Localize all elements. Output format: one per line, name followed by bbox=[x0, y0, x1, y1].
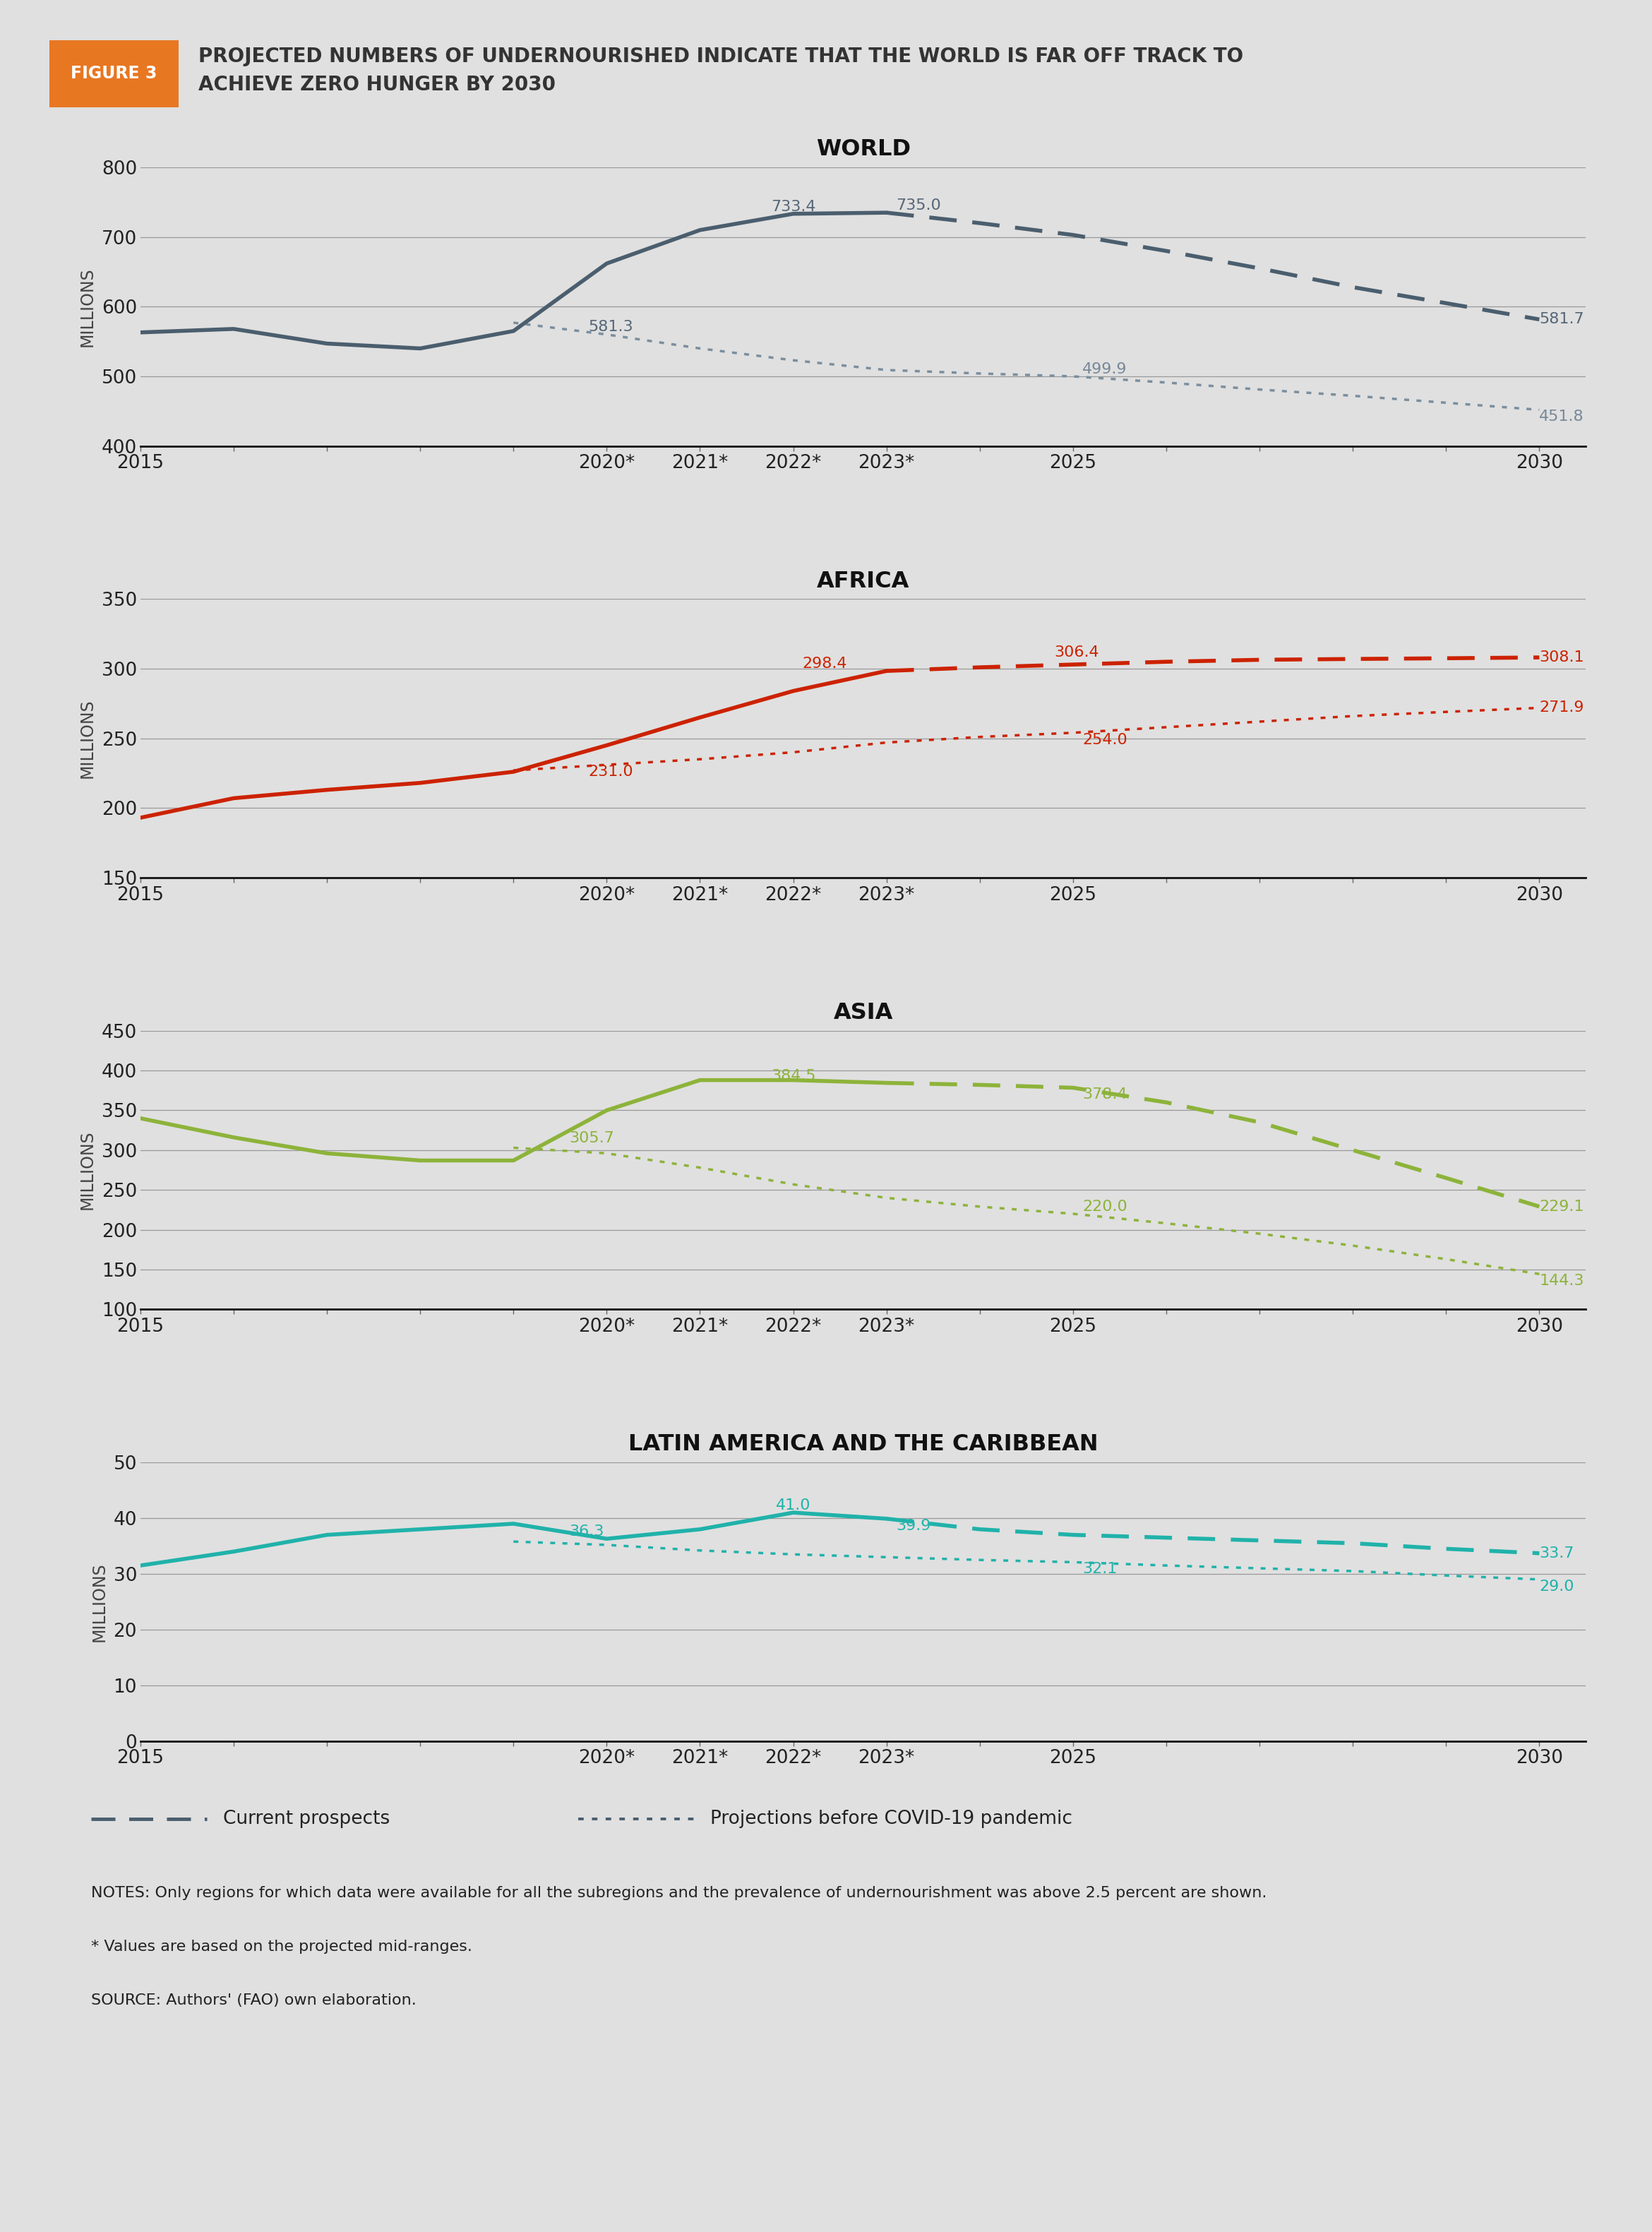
Text: 271.9: 271.9 bbox=[1540, 701, 1584, 714]
Text: FIGURE 3: FIGURE 3 bbox=[71, 65, 157, 83]
Text: 33.7: 33.7 bbox=[1540, 1547, 1574, 1560]
Text: 298.4: 298.4 bbox=[803, 656, 847, 672]
Text: 220.0: 220.0 bbox=[1082, 1199, 1127, 1214]
Text: 254.0: 254.0 bbox=[1082, 732, 1127, 748]
Text: 41.0: 41.0 bbox=[776, 1498, 811, 1513]
Text: Projections before COVID-19 pandemic: Projections before COVID-19 pandemic bbox=[710, 1810, 1072, 1828]
Y-axis label: MILLIONS: MILLIONS bbox=[79, 699, 96, 779]
Text: 581.3: 581.3 bbox=[588, 319, 633, 335]
Text: NOTES: Only regions for which data were available for all the subregions and the: NOTES: Only regions for which data were … bbox=[91, 1886, 1267, 1899]
Title: WORLD: WORLD bbox=[816, 138, 910, 161]
Text: 305.7: 305.7 bbox=[570, 1132, 615, 1145]
Text: PROJECTED NUMBERS OF UNDERNOURISHED INDICATE THAT THE WORLD IS FAR OFF TRACK TO
: PROJECTED NUMBERS OF UNDERNOURISHED INDI… bbox=[198, 47, 1244, 96]
Text: Current prospects: Current prospects bbox=[223, 1810, 390, 1828]
Text: 735.0: 735.0 bbox=[895, 199, 942, 212]
Text: 231.0: 231.0 bbox=[588, 766, 633, 779]
Title: ASIA: ASIA bbox=[833, 1002, 894, 1024]
Text: * Values are based on the projected mid-ranges.: * Values are based on the projected mid-… bbox=[91, 1940, 472, 1953]
Text: 308.1: 308.1 bbox=[1540, 650, 1584, 665]
Y-axis label: MILLIONS: MILLIONS bbox=[91, 1562, 107, 1641]
Text: 378.4: 378.4 bbox=[1082, 1087, 1127, 1103]
Text: 733.4: 733.4 bbox=[771, 199, 816, 214]
Text: 581.7: 581.7 bbox=[1540, 312, 1584, 326]
Y-axis label: MILLIONS: MILLIONS bbox=[79, 1129, 96, 1210]
Text: 384.5: 384.5 bbox=[771, 1069, 816, 1083]
Y-axis label: MILLIONS: MILLIONS bbox=[79, 268, 96, 346]
Text: 144.3: 144.3 bbox=[1540, 1274, 1584, 1288]
Text: 451.8: 451.8 bbox=[1540, 411, 1584, 424]
Text: 306.4: 306.4 bbox=[1054, 645, 1099, 661]
Text: 32.1: 32.1 bbox=[1082, 1562, 1117, 1576]
Text: SOURCE: Authors' (FAO) own elaboration.: SOURCE: Authors' (FAO) own elaboration. bbox=[91, 1993, 416, 2007]
Text: 39.9: 39.9 bbox=[895, 1518, 930, 1533]
Text: 229.1: 229.1 bbox=[1540, 1199, 1584, 1214]
Text: 36.3: 36.3 bbox=[570, 1524, 605, 1538]
Text: 499.9: 499.9 bbox=[1082, 362, 1127, 377]
Text: 29.0: 29.0 bbox=[1540, 1580, 1574, 1594]
Title: LATIN AMERICA AND THE CARIBBEAN: LATIN AMERICA AND THE CARIBBEAN bbox=[628, 1433, 1099, 1455]
Title: AFRICA: AFRICA bbox=[816, 571, 910, 591]
